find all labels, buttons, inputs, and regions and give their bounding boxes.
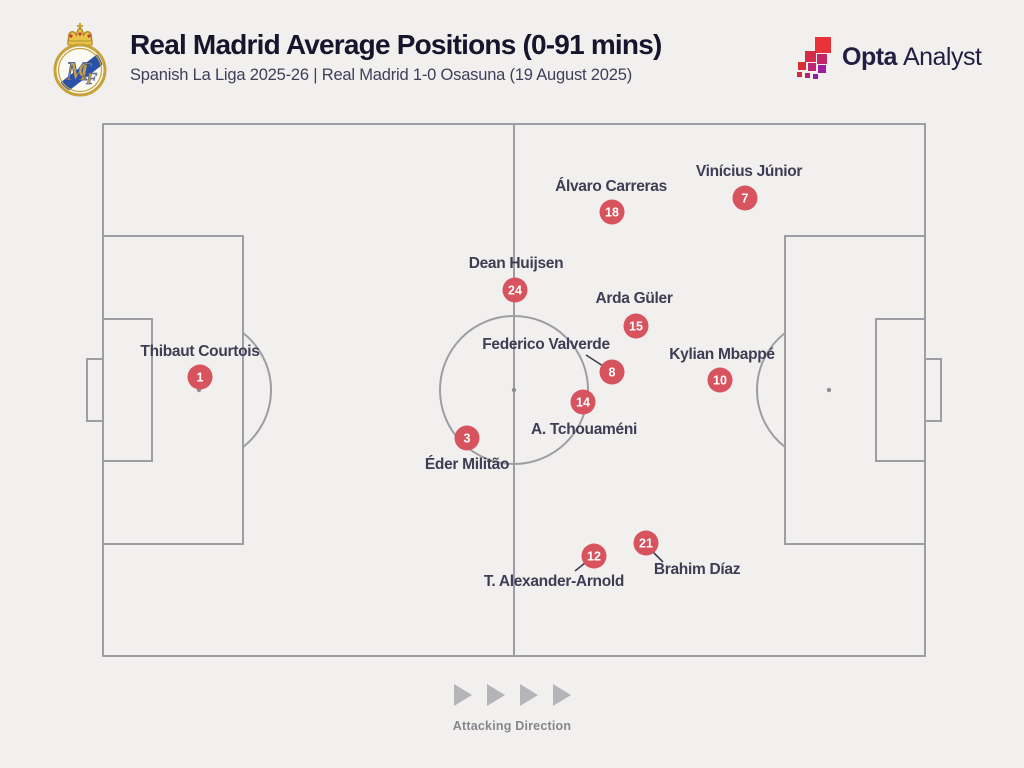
player-label: Dean Huijsen: [468, 255, 564, 272]
player-label: Álvaro Carreras: [555, 178, 667, 195]
penalty-arc-right: [756, 332, 786, 448]
crest-jewel: [78, 32, 82, 36]
opta-icon-square: [797, 72, 802, 77]
opta-wordmark-bold: Opta: [842, 43, 897, 71]
player-marker-18: 18: [599, 199, 625, 225]
label-connector-line: [652, 551, 664, 563]
opta-icon-square: [817, 54, 827, 64]
real-madrid-crest: M C F: [53, 23, 107, 97]
opta-icon-square: [805, 73, 810, 78]
penalty-spot-right: [826, 387, 832, 393]
player-marker-15: 15: [623, 313, 649, 339]
opta-icon-square: [815, 37, 831, 53]
player-label: Thibaut Courtois: [140, 343, 260, 360]
player-label: Vinícius Júnior: [695, 163, 803, 180]
goal-right: [924, 358, 942, 422]
title-block: Real Madrid Average Positions (0-91 mins…: [130, 29, 830, 85]
player-label: Arda Güler: [595, 290, 673, 307]
player-marker-1: 1: [187, 364, 213, 390]
crest-monogram-f: F: [85, 69, 98, 88]
opta-icon-square: [798, 62, 806, 70]
page-title: Real Madrid Average Positions (0-91 mins…: [130, 29, 662, 60]
player-marker-14: 14: [570, 389, 596, 415]
player-marker-3: 3: [454, 425, 480, 451]
player-marker-7: 7: [732, 185, 758, 211]
opta-icon-square: [813, 74, 818, 79]
player-label: Éder Militão: [424, 456, 510, 473]
goal-left: [86, 358, 104, 422]
player-marker-21: 21: [633, 530, 659, 556]
label-connector-line: [585, 354, 604, 367]
label-connector-line: [574, 562, 586, 572]
opta-icon-square: [818, 65, 826, 73]
penalty-arc-left: [242, 332, 272, 448]
crest-band: [57, 52, 103, 93]
player-label: A. Tchouaméni: [530, 421, 638, 438]
crest-jewel: [69, 34, 73, 38]
page-subtitle: Spanish La Liga 2025-26 | Real Madrid 1-…: [130, 66, 633, 84]
attacking-direction-arrows: [0, 684, 1024, 706]
player-marker-24: 24: [502, 277, 528, 303]
player-label: Brahim Díaz: [653, 561, 741, 578]
opta-wordmark-light: Analyst: [902, 43, 982, 71]
opta-icon-square: [805, 51, 816, 62]
player-marker-10: 10: [707, 367, 733, 393]
player-marker-12: 12: [581, 543, 607, 569]
attacking-direction-arrow-icon: [552, 684, 571, 706]
opta-logo-text: Opta Analyst: [842, 43, 982, 72]
opta-staircase-icon: [797, 37, 837, 79]
opta-analyst-logo: Opta Analyst: [797, 37, 997, 81]
player-label: T. Alexander-Arnold: [483, 573, 625, 590]
centre-spot: [511, 387, 517, 393]
crest-monogram-m: M: [65, 57, 90, 86]
crest-monogram-c: C: [78, 58, 93, 82]
player-marker-8: 8: [599, 359, 625, 385]
player-label: Federico Valverde: [482, 336, 610, 353]
attacking-direction-label: Attacking Direction: [452, 719, 572, 733]
attacking-direction-arrow-icon: [519, 684, 538, 706]
crest-jewel: [87, 34, 91, 38]
player-label: Kylian Mbappé: [669, 346, 775, 363]
crest-inner-ring: [57, 47, 103, 93]
opta-icon-square: [808, 63, 816, 71]
attacking-direction-arrow-icon: [486, 684, 505, 706]
attacking-direction-arrow-icon: [453, 684, 472, 706]
